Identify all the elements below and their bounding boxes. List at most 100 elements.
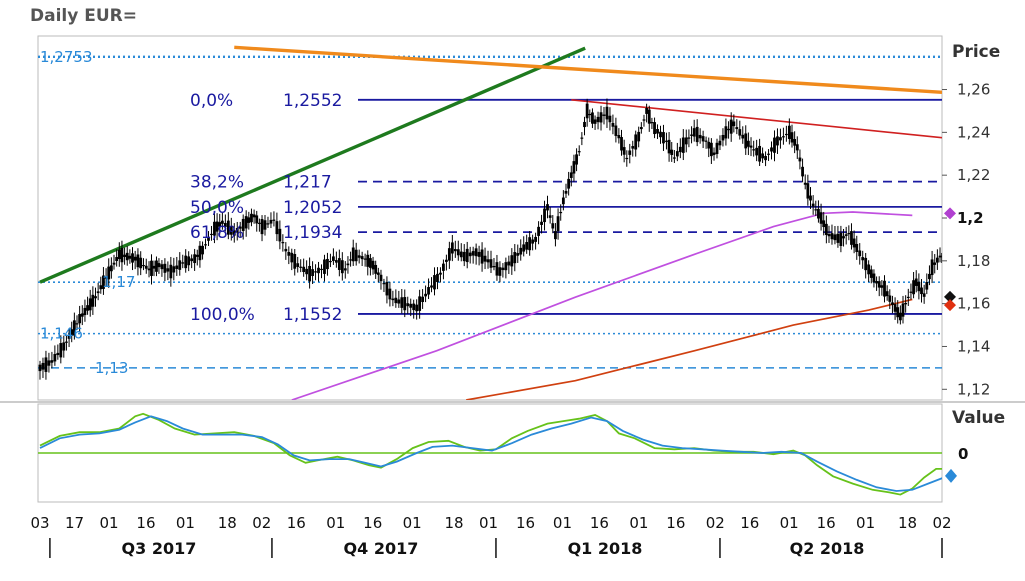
price-candle-body: [329, 260, 332, 263]
price-candle-body: [758, 145, 762, 162]
price-candle-body: [480, 249, 484, 264]
price-candle-body: [850, 231, 853, 245]
price-candle-body: [495, 262, 499, 276]
x-axis-date-label: 18: [218, 514, 237, 532]
price-candle-body: [430, 285, 433, 288]
price-candle-body: [776, 136, 779, 146]
chart-title: Daily EUR=: [30, 6, 137, 26]
price-candle-body: [483, 255, 487, 262]
price-candle-body: [712, 152, 716, 155]
price-candle-body: [645, 107, 649, 114]
price-candle-body: [670, 149, 674, 156]
price-candle-body: [62, 342, 66, 351]
price-candle-body: [415, 304, 419, 312]
price-candle-body: [366, 254, 370, 267]
price-axis-tick-label: 1,26: [957, 81, 990, 99]
price-candle-body: [213, 221, 216, 236]
price-candle-body: [885, 291, 889, 297]
price-candle-body: [639, 127, 643, 130]
price-candle-body: [102, 275, 105, 289]
price-candle-body: [692, 128, 696, 137]
price-candle-body: [250, 213, 253, 223]
price-candle-body: [525, 242, 529, 250]
price-candle-body: [938, 255, 942, 258]
price-candle-body: [447, 248, 451, 261]
price-candle-body: [281, 241, 285, 244]
price-candle-body: [839, 232, 843, 246]
price-candle-body: [795, 144, 799, 151]
price-candle-body: [44, 357, 48, 372]
price-candle-body: [351, 247, 355, 262]
price-candle-body: [65, 341, 68, 343]
price-candle-body: [901, 303, 905, 317]
price-candle-body: [718, 140, 722, 146]
price-candle-body: [690, 134, 693, 136]
price-candle-body: [223, 222, 227, 227]
price-candle-body: [647, 109, 651, 124]
price-candle-body: [293, 254, 297, 269]
price-candle-body: [349, 259, 352, 261]
price-candle-body: [172, 266, 176, 273]
price-axis-tick-label: 1,12: [957, 380, 990, 398]
price-candle-body: [537, 226, 540, 236]
last-price-marker: [944, 299, 956, 312]
price-candle-body: [369, 258, 372, 268]
price-candle-body: [67, 335, 71, 339]
price-candle-body: [746, 140, 750, 147]
price-candle-body: [672, 157, 676, 159]
price-candle-body: [764, 155, 767, 161]
price-candle-body: [543, 208, 546, 223]
x-axis-date-label: 17: [65, 514, 84, 532]
price-candle-body: [311, 269, 314, 277]
oscillator-plot-area: [38, 412, 942, 496]
price-candle-body: [468, 252, 472, 257]
price-candle-body: [346, 263, 350, 266]
price-candle-body: [477, 251, 481, 257]
price-candle-body: [827, 234, 831, 237]
price-candle-body: [681, 137, 685, 153]
x-axis-quarter-label: Q4 2017: [344, 539, 419, 558]
price-candle-body: [650, 122, 654, 124]
price-candle-body: [471, 251, 475, 256]
price-candle-body: [403, 297, 407, 311]
x-axis-quarter-label: Q1 2018: [568, 539, 643, 558]
price-candle-body: [749, 145, 753, 148]
x-axis-date-label: 01: [176, 514, 195, 532]
price-candle-body: [575, 154, 578, 165]
price-candle-body: [572, 161, 576, 174]
price-candle-body: [867, 264, 871, 275]
price-candle-body: [99, 285, 103, 290]
price-candle-body: [453, 249, 457, 252]
price-candle-body: [374, 264, 378, 274]
price-candle-body: [656, 129, 659, 134]
price-candle-body: [704, 140, 708, 142]
moving-average-line: [466, 298, 913, 400]
price-candle-body: [371, 260, 375, 270]
price-candle-body: [47, 360, 51, 366]
price-candle-body: [178, 260, 182, 270]
price-candle-body: [811, 203, 815, 207]
price-candle-body: [72, 320, 76, 336]
price-candle-body: [147, 268, 151, 271]
fib-price-label: 1,1552: [283, 305, 342, 325]
price-candle-body: [142, 264, 145, 267]
trendline: [571, 99, 942, 139]
fib-percent-label: 38,2%: [190, 173, 244, 193]
price-candle-body: [869, 269, 873, 278]
price-candle-body: [424, 293, 427, 297]
x-axis-quarter-label: Q3 2017: [122, 539, 197, 558]
price-candle-body: [56, 352, 60, 356]
price-candle-body: [741, 134, 745, 139]
price-candle-body: [397, 299, 401, 304]
price-candle-body: [360, 256, 364, 260]
price-candle-body: [729, 119, 733, 134]
price-candle-body: [163, 263, 167, 273]
price-candle-body: [941, 252, 942, 263]
level-price-label: 1,17: [102, 273, 135, 291]
price-candle-body: [299, 266, 303, 268]
price-candle-body: [922, 293, 926, 297]
price-candle-body: [872, 273, 876, 283]
price-candle-body: [152, 265, 156, 269]
fib-percent-label: 100,0%: [190, 305, 255, 325]
